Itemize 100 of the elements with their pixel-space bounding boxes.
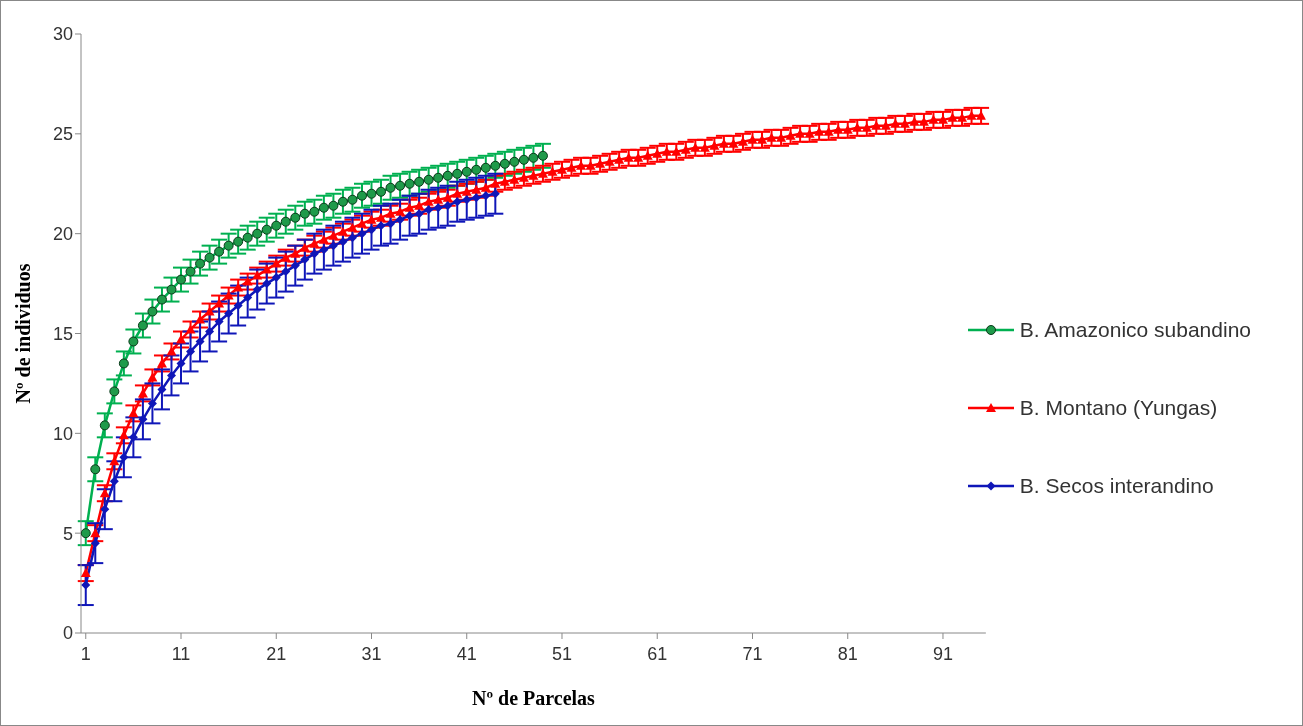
point: [166, 370, 176, 380]
point: [386, 219, 396, 229]
y-tick-label: 5: [62, 523, 73, 544]
x-tick-label: 41: [456, 643, 477, 664]
x-tick-label: 31: [361, 643, 382, 664]
point: [128, 432, 138, 442]
point: [395, 215, 405, 225]
point: [490, 160, 501, 171]
point: [337, 196, 348, 207]
point: [518, 154, 529, 165]
point: [357, 229, 367, 239]
point: [338, 237, 348, 247]
legend-label: B. Montano (Yungas): [1019, 396, 1218, 420]
x-tick-label: 71: [742, 643, 763, 664]
point: [481, 191, 491, 201]
point: [138, 414, 148, 424]
x-tick-label: 81: [837, 643, 858, 664]
point: [366, 188, 377, 199]
point: [376, 221, 386, 231]
y-tick-label: 20: [52, 224, 73, 245]
y-tick-label: 15: [52, 323, 73, 344]
legend-label: B. Secos interandino: [1019, 474, 1214, 498]
point: [147, 398, 157, 408]
point: [195, 336, 205, 346]
point: [280, 216, 291, 227]
point: [128, 336, 139, 347]
point: [166, 284, 177, 295]
point: [109, 386, 120, 397]
point: [224, 309, 234, 319]
point: [480, 162, 491, 173]
point: [471, 193, 481, 203]
point: [185, 266, 196, 277]
point: [347, 233, 357, 243]
point: [118, 358, 129, 369]
point: [490, 189, 500, 199]
point: [452, 168, 463, 179]
point: [271, 220, 282, 231]
x-tick-label: 91: [932, 643, 953, 664]
point: [205, 327, 215, 336]
point: [347, 194, 358, 205]
point: [271, 273, 281, 283]
y-axis-title: Nº de individuos: [12, 263, 35, 404]
point: [471, 164, 482, 175]
point: [385, 182, 396, 193]
point: [461, 166, 472, 177]
x-tick-label: 61: [647, 643, 668, 664]
point: [328, 241, 338, 251]
point: [356, 190, 367, 201]
point: [452, 197, 462, 207]
point: [261, 224, 272, 235]
point: [414, 176, 425, 187]
point: [223, 240, 234, 251]
point: [186, 346, 196, 356]
point: [442, 170, 453, 181]
point: [433, 203, 443, 213]
point: [318, 202, 329, 213]
point: [395, 180, 406, 191]
point: [90, 464, 101, 475]
point: [309, 206, 320, 217]
point: [424, 205, 434, 215]
point: [214, 317, 224, 327]
point: [309, 249, 319, 259]
point: [243, 293, 253, 303]
point: [537, 150, 548, 161]
point: [319, 245, 329, 255]
point: [109, 476, 119, 486]
point: [367, 225, 376, 235]
point: [528, 152, 539, 163]
point: [233, 236, 244, 247]
point: [423, 174, 434, 185]
x-tick-label: 11: [171, 643, 191, 664]
point: [90, 538, 100, 548]
point: [81, 580, 91, 590]
y-tick-label: 25: [52, 124, 73, 145]
point: [328, 200, 339, 211]
y-tick-label: 30: [52, 24, 73, 45]
point: [252, 228, 263, 239]
y-tick-label: 0: [62, 623, 73, 644]
point: [300, 255, 310, 265]
point: [262, 279, 272, 289]
point: [156, 294, 167, 305]
point: [299, 208, 310, 219]
point: [195, 258, 206, 269]
point: [443, 201, 453, 211]
point: [414, 209, 424, 219]
point: [99, 420, 110, 431]
y-tick-label: 10: [52, 423, 73, 444]
point: [100, 504, 110, 514]
point: [499, 158, 510, 169]
point: [242, 232, 253, 243]
point: [147, 306, 158, 317]
x-tick-label: 21: [266, 643, 287, 664]
point: [509, 156, 520, 167]
point: [376, 186, 387, 197]
point: [462, 195, 472, 205]
point: [290, 261, 300, 271]
point: [214, 246, 225, 257]
point: [81, 528, 91, 539]
point: [433, 172, 444, 183]
point: [233, 301, 243, 311]
